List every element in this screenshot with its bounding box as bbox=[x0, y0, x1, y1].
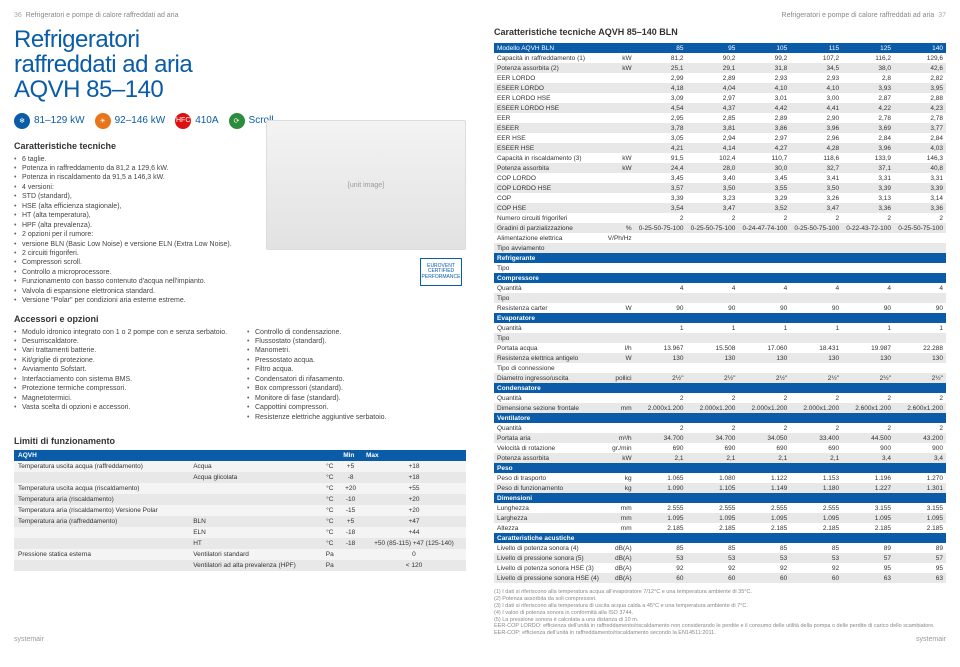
hfc-icon: HFC bbox=[175, 113, 191, 129]
list-item: versione BLN (Basic Low Noise) e version… bbox=[14, 240, 254, 249]
list-item: Manometri. bbox=[247, 346, 466, 355]
title-line-1: Refrigeratori bbox=[14, 27, 466, 52]
title-line-2: raffreddati ad aria bbox=[14, 52, 466, 77]
product-image: [unit image] bbox=[266, 120, 466, 250]
list-item: HT (alta temperatura), bbox=[14, 211, 254, 220]
accessori-col1: Modulo idronico integrato con 1 o 2 pomp… bbox=[14, 328, 233, 413]
title-line-3: AQVH 85–140 bbox=[14, 77, 466, 102]
footnote: (2) Potenza assorbita da soli compressor… bbox=[494, 596, 946, 603]
list-item: Vari trattamenti batterie. bbox=[14, 346, 233, 355]
spec-heading: Caratteristiche tecniche AQVH 85–140 BLN bbox=[494, 27, 946, 37]
limiti-heading: Limiti di funzionamento bbox=[14, 436, 466, 446]
list-item: Avviamento Sofstart. bbox=[14, 365, 233, 374]
product-title: Refrigeratori raffreddati ad aria AQVH 8… bbox=[14, 27, 466, 103]
limits-table: AQVHMinMaxTemperatura uscita acqua (raff… bbox=[14, 450, 466, 571]
list-item: 2 circuiti frigoriferi. bbox=[14, 249, 254, 258]
list-item: Protezione termiche compressori. bbox=[14, 384, 233, 393]
page-header-right: Refrigeratori e pompe di calore raffredd… bbox=[494, 12, 946, 19]
list-item: Resistenze elettriche aggiuntive serbato… bbox=[247, 413, 466, 422]
list-item: Modulo idronico integrato con 1 o 2 pomp… bbox=[14, 328, 233, 337]
list-item: Condensatori di rifasamento. bbox=[247, 375, 466, 384]
page-header-left: 36 Refrigeratori e pompe di calore raffr… bbox=[14, 12, 466, 19]
list-item: Vasta scelta di opzioni e accessori. bbox=[14, 403, 233, 412]
footnote: (1) I dati si riferiscono alla temperatu… bbox=[494, 589, 946, 596]
page-number-right: 37 bbox=[938, 12, 946, 19]
list-item: HSE (alta efficienza stagionale), bbox=[14, 202, 254, 211]
list-item: HPF (alta prevalenza). bbox=[14, 221, 254, 230]
page-number-left: 36 bbox=[14, 12, 22, 19]
list-item: Controllo a microprocessore. bbox=[14, 268, 254, 277]
list-item: Flussostato (standard). bbox=[247, 337, 466, 346]
sun-icon: ☀ bbox=[95, 113, 111, 129]
list-item: Controllo di condensazione. bbox=[247, 328, 466, 337]
list-item: 2 opzioni per il rumore: bbox=[14, 230, 254, 239]
footnote: EER-COP LORDO: efficienza dell'unità in … bbox=[494, 623, 946, 630]
list-item: Potenza in riscaldamento da 91,5 a 146,3… bbox=[14, 173, 254, 182]
running-head-right: Refrigeratori e pompe di calore raffredd… bbox=[782, 12, 935, 19]
list-item: Potenza in raffreddamento da 81,2 a 129,… bbox=[14, 164, 254, 173]
footer-logo-right: systemair bbox=[916, 636, 946, 643]
badge-refrigerant: HFC410A bbox=[175, 113, 218, 129]
list-item: Compressori scroll. bbox=[14, 258, 254, 267]
spec-table: Modello AQVH BLN8595105115125140Capacità… bbox=[494, 43, 946, 583]
footnote: (4) I valori di potenza sonora in confor… bbox=[494, 610, 946, 617]
list-item: Pressostato acqua. bbox=[247, 356, 466, 365]
list-item: Box compressori (standard). bbox=[247, 384, 466, 393]
footnote: EER-COP: efficienza dell'unità in raffre… bbox=[494, 630, 946, 637]
list-item: Cappottini compressori. bbox=[247, 403, 466, 412]
caratteristiche-list: 6 taglie.Potenza in raffreddamento da 81… bbox=[14, 155, 254, 306]
list-item: Valvola di espansione elettronica standa… bbox=[14, 287, 254, 296]
scroll-icon: ⟳ bbox=[229, 113, 245, 129]
running-head-left: Refrigeratori e pompe di calore raffredd… bbox=[26, 12, 179, 19]
accessori-heading: Accessori e opzioni bbox=[14, 314, 466, 324]
snowflake-icon: ❄ bbox=[14, 113, 30, 129]
list-item: Kit/griglie di protezione. bbox=[14, 356, 233, 365]
badge-cooling: ❄81–129 kW bbox=[14, 113, 85, 129]
list-item: Magnetotermici. bbox=[14, 394, 233, 403]
footnote: (3) I dati si riferiscono alla temperatu… bbox=[494, 603, 946, 610]
list-item: 6 taglie. bbox=[14, 155, 254, 164]
eurovent-badge: EUROVENTCERTIFIEDPERFORMANCE bbox=[420, 258, 462, 286]
list-item: Desurriscaldatore. bbox=[14, 337, 233, 346]
accessori-col2: Controllo di condensazione.Flussostato (… bbox=[247, 328, 466, 422]
list-item: Funzionamento con basso contenuto d'acqu… bbox=[14, 277, 254, 286]
badge-heating: ☀92–146 kW bbox=[95, 113, 166, 129]
list-item: 4 versioni: bbox=[14, 183, 254, 192]
footer-logo-left: systemair bbox=[14, 636, 44, 643]
list-item: Versione "Polar" per condizioni aria est… bbox=[14, 296, 254, 305]
list-item: Interfacciamento con sistema BMS. bbox=[14, 375, 233, 384]
list-item: Monitore di fase (standard). bbox=[247, 394, 466, 403]
list-item: STD (standard), bbox=[14, 192, 254, 201]
footnotes: (1) I dati si riferiscono alla temperatu… bbox=[494, 589, 946, 637]
footnote: (5) La pressione sonora è calcolata a un… bbox=[494, 617, 946, 624]
list-item: Filtro acqua. bbox=[247, 365, 466, 374]
